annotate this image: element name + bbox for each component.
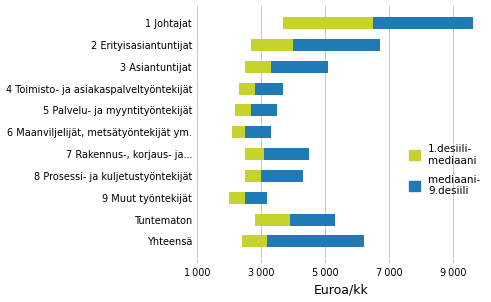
Bar (251, 104, 277, 116)
Bar (245, 148, 264, 160)
Bar (245, 192, 268, 204)
Bar (239, 82, 255, 95)
Bar (268, 235, 364, 247)
Bar (235, 104, 251, 116)
Bar (229, 192, 245, 204)
Bar (264, 148, 309, 160)
Bar (245, 61, 271, 73)
Bar (283, 17, 373, 29)
Bar (255, 82, 283, 95)
Bar (245, 170, 261, 182)
Bar (232, 126, 245, 138)
Bar (271, 61, 328, 73)
Bar (293, 39, 380, 51)
Bar (261, 170, 303, 182)
Bar (290, 214, 335, 226)
Bar (242, 235, 268, 247)
Legend: 1.desiili-
mediaani, mediaani-
9.desiili: 1.desiili- mediaani, mediaani- 9.desiili (409, 144, 480, 197)
Bar (245, 126, 271, 138)
Bar (373, 17, 473, 29)
Bar (251, 39, 293, 51)
Bar (255, 214, 290, 226)
X-axis label: Euroa/kk: Euroa/kk (314, 284, 369, 297)
